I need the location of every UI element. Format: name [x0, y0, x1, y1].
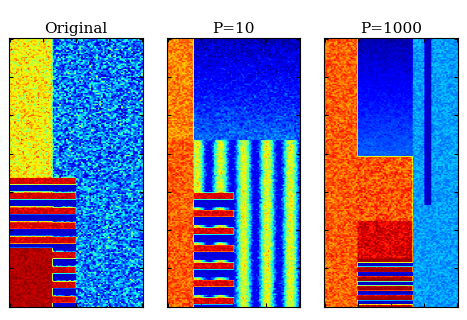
Title: P=10: P=10 — [212, 22, 255, 36]
Title: Original: Original — [44, 22, 108, 36]
Title: P=1000: P=1000 — [360, 22, 422, 36]
